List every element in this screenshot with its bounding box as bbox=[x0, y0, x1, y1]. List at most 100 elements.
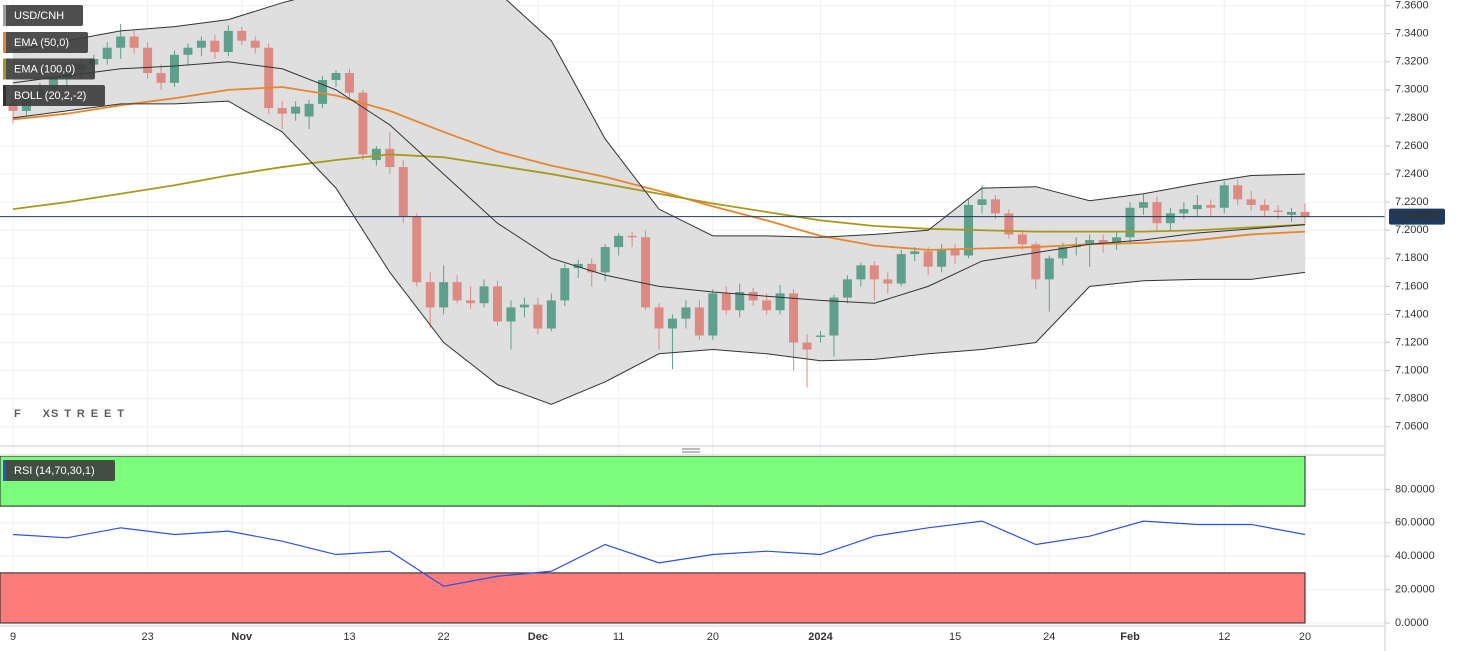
candle-body bbox=[506, 307, 516, 322]
y-tick-label: 7.0600 bbox=[1395, 421, 1429, 433]
candle-body bbox=[1246, 199, 1256, 205]
y-tick-label: 0.0000 bbox=[1395, 617, 1429, 629]
candle-body bbox=[344, 72, 354, 93]
candle-body bbox=[681, 307, 691, 319]
candle-body bbox=[869, 265, 879, 280]
x-tick-label: Nov bbox=[231, 631, 253, 643]
candle-body bbox=[291, 106, 301, 114]
last-price-box bbox=[1389, 208, 1445, 225]
candle-body bbox=[102, 47, 112, 59]
candle-body bbox=[977, 199, 987, 205]
candle-body bbox=[910, 251, 920, 255]
x-tick-label: 12 bbox=[1218, 631, 1230, 643]
legend-box bbox=[3, 85, 105, 106]
legend-label: EMA (50,0) bbox=[14, 37, 69, 49]
candle-body bbox=[129, 36, 139, 48]
y-tick-label: 7.1400 bbox=[1395, 308, 1429, 320]
candle-body bbox=[883, 279, 893, 284]
candle-body bbox=[1165, 213, 1175, 224]
candle-body bbox=[250, 40, 260, 48]
legend-box bbox=[3, 460, 115, 481]
y-tick-label: 7.1800 bbox=[1395, 252, 1429, 264]
legend-label: USD/CNH bbox=[14, 10, 64, 22]
candle-body bbox=[439, 282, 449, 308]
legend-swatch bbox=[3, 460, 6, 481]
candle-body bbox=[829, 297, 839, 336]
candle-body bbox=[1017, 234, 1027, 245]
candle-body bbox=[560, 268, 570, 301]
candle-body bbox=[116, 36, 126, 48]
candle-body bbox=[143, 47, 153, 73]
y-tick-label: 7.1600 bbox=[1395, 280, 1429, 292]
x-tick-label: 23 bbox=[141, 631, 153, 643]
candle-body bbox=[1192, 204, 1202, 210]
candle-body bbox=[1179, 209, 1189, 214]
candle-body bbox=[452, 282, 462, 301]
candle-body bbox=[667, 318, 677, 329]
bollinger-line bbox=[12, 0, 1306, 238]
candle-body bbox=[842, 279, 852, 298]
candle-body bbox=[170, 54, 179, 83]
candle-body bbox=[533, 304, 543, 329]
candle-body bbox=[466, 300, 476, 304]
candle-body bbox=[641, 237, 651, 308]
candle-body bbox=[708, 293, 718, 336]
x-tick-label: 20 bbox=[707, 631, 719, 643]
candle-body bbox=[990, 199, 1000, 214]
candle-body bbox=[1098, 240, 1108, 245]
y-tick-label: 7.3200 bbox=[1395, 56, 1429, 68]
legend-box bbox=[3, 32, 88, 53]
legend-swatch bbox=[3, 32, 6, 53]
candle-body bbox=[748, 291, 758, 301]
candle-body bbox=[318, 80, 328, 104]
candle-body bbox=[1044, 258, 1054, 280]
bollinger-line bbox=[12, 61, 1306, 304]
y-tick-label: 80.0000 bbox=[1395, 483, 1435, 495]
candle-body bbox=[721, 293, 731, 311]
candle-body bbox=[196, 40, 206, 48]
candle-body bbox=[546, 300, 556, 329]
candle-body bbox=[1058, 247, 1068, 259]
ema-line bbox=[12, 153, 1306, 233]
y-tick-label: 7.3400 bbox=[1395, 28, 1429, 40]
x-tick-label: Dec bbox=[528, 631, 548, 643]
candle-body bbox=[277, 108, 287, 114]
candle-body bbox=[627, 235, 637, 238]
x-tick-label: 24 bbox=[1043, 631, 1055, 643]
candle-body bbox=[896, 254, 906, 284]
candle-body bbox=[1273, 210, 1283, 212]
candle-body bbox=[802, 342, 812, 350]
candle-body bbox=[1260, 204, 1270, 211]
rsi-band bbox=[0, 456, 1306, 507]
candle-body bbox=[1004, 213, 1014, 235]
candle-body bbox=[371, 148, 381, 161]
candle-body bbox=[1206, 204, 1216, 208]
candle-body bbox=[1287, 211, 1297, 215]
last-price-label: 7.209650 bbox=[1394, 211, 1440, 223]
legend-box bbox=[3, 58, 95, 80]
x-tick-label: 13 bbox=[343, 631, 355, 643]
candle-body bbox=[735, 291, 745, 311]
x-tick-label: 2024 bbox=[808, 631, 833, 643]
y-tick-label: 7.3000 bbox=[1395, 84, 1429, 96]
candle-body bbox=[183, 47, 193, 55]
candle-body bbox=[412, 216, 422, 283]
x-tick-label: 9 bbox=[10, 631, 16, 643]
candle-body bbox=[519, 304, 529, 308]
candle-body bbox=[237, 30, 247, 41]
rsi-line bbox=[12, 520, 1306, 587]
candle-body bbox=[856, 265, 866, 280]
candle-body bbox=[398, 167, 408, 217]
candle-body bbox=[775, 293, 785, 311]
x-tick-label: 22 bbox=[438, 631, 450, 643]
candle-body bbox=[1112, 237, 1122, 245]
y-tick-label: 60.0000 bbox=[1395, 517, 1435, 529]
y-tick-label: 7.1200 bbox=[1395, 336, 1429, 348]
legend: USD/CNH EMA (50,0) EMA (100,0) BOLL (20,2,-… bbox=[3, 5, 115, 481]
legend-swatch bbox=[3, 85, 6, 106]
candle-body bbox=[8, 103, 18, 111]
bollinger-line bbox=[12, 100, 1306, 405]
y-tick-label: 7.0800 bbox=[1395, 393, 1429, 405]
candle-body bbox=[264, 47, 274, 109]
